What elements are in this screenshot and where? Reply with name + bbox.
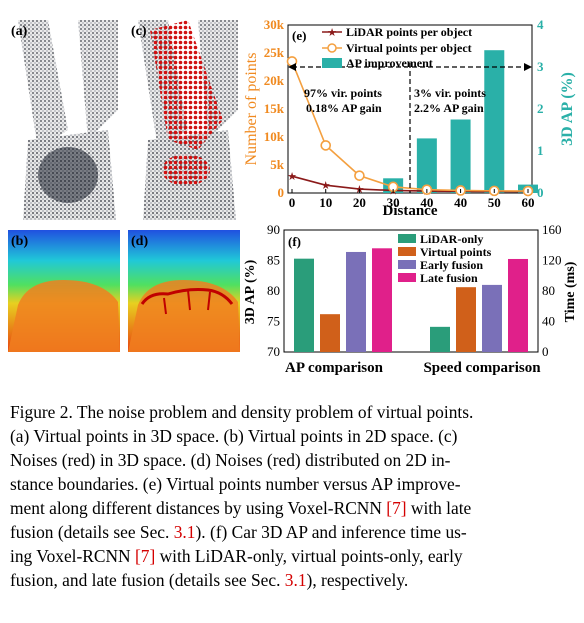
chart-f-bar-time xyxy=(508,258,528,352)
chart-f-bar-ap xyxy=(294,258,314,352)
caption-line: fusion, and late fusion (details see Sec… xyxy=(10,570,409,590)
panel-d-label: (d) xyxy=(131,234,149,249)
panel-b-image: (b) xyxy=(8,230,120,352)
chart-e-xtick: 0 xyxy=(289,195,296,210)
chart-f-ytick-right: 0 xyxy=(542,344,549,359)
caption-line: ing Voxel-RCNN [7] with LiDAR-only, virt… xyxy=(10,546,463,566)
chart-f-ytick-right: 160 xyxy=(542,222,562,237)
chart-e-series-line xyxy=(291,61,529,192)
figure-caption: Figure 2. The noise problem and density … xyxy=(10,400,575,592)
chart-f-legend-entry: Late fusion xyxy=(420,271,478,285)
citation-ref[interactable]: [7] xyxy=(134,546,156,566)
chart-f-ytick-right: 80 xyxy=(542,283,555,298)
panel-b-label: (b) xyxy=(11,234,29,249)
chart-f-ytick-left: 85 xyxy=(267,253,280,268)
section-ref[interactable]: 3.1 xyxy=(284,570,307,590)
chart-e-ytick-left: 5k xyxy=(270,157,285,172)
chart-f-ytick-right: 40 xyxy=(542,314,555,329)
chart-f-ytick-left: 80 xyxy=(267,283,280,298)
chart-e-ytick-left: 10k xyxy=(264,129,285,144)
chart-e-point: ★ xyxy=(287,170,297,183)
chart-e-xtick: 60 xyxy=(522,195,535,210)
caption-line: stance boundaries. (e) Virtual points nu… xyxy=(10,474,461,494)
chart-e-annot-left-2: 0.18% AP gain xyxy=(306,101,382,115)
caption-line: Figure 2. The noise problem and density … xyxy=(10,402,474,422)
chart-f-ytick-left: 70 xyxy=(267,344,280,359)
chart-e-ytick-left: 15k xyxy=(264,101,285,116)
chart-f-legend-entry: Early fusion xyxy=(420,258,483,272)
chart-f-ylabel-right: Time (ms) xyxy=(563,261,578,322)
chart-e-xtick: 40 xyxy=(454,195,467,210)
chart-e-xlabel: Distance xyxy=(383,203,438,219)
chart-e-annot-right-1: 3% vir. points xyxy=(414,86,486,100)
chart-e-xtick: 20 xyxy=(353,195,366,210)
chart-f-bar-ap xyxy=(346,251,366,352)
chart-e-bar xyxy=(416,138,437,193)
chart-e-ytick-left: 25k xyxy=(264,45,285,60)
chart-f-bar-time xyxy=(456,287,476,352)
chart-e-xtick: 40 xyxy=(420,195,433,210)
chart-e: ★★★★★★★★ 97% vir. points 0.18% AP gain 3… xyxy=(242,15,582,220)
section-ref[interactable]: 3.1 xyxy=(173,522,196,542)
chart-f-legend-entry: Virtual points xyxy=(420,245,492,259)
chart-e-legend-lidar: LiDAR points per object xyxy=(346,25,472,39)
chart-e-ytick-right: 3 xyxy=(537,59,544,74)
chart-f-bar-time xyxy=(430,326,450,352)
chart-f-ytick-left: 75 xyxy=(267,314,280,329)
chart-e-bar xyxy=(450,119,471,193)
chart-f-bar-ap xyxy=(372,248,392,352)
chart-e-ylabel-right: 3D AP (%) xyxy=(559,72,576,146)
chart-e-legend-virtual: Virtual points per object xyxy=(346,41,472,55)
panel-a-image: (a) xyxy=(8,20,120,220)
panel-c-image: (c) xyxy=(128,20,240,220)
chart-f-bar-time xyxy=(482,284,502,352)
chart-e-point xyxy=(354,170,365,181)
chart-e-annot-left-1: 97% vir. points xyxy=(304,86,382,100)
chart-f-bar-ap xyxy=(320,314,340,352)
panel-a-label: (a) xyxy=(11,24,28,39)
chart-e-annot-right-2: 2.2% AP gain xyxy=(414,101,484,115)
chart-f-ylabel-left: 3D AP (%) xyxy=(243,259,258,324)
panel-c-label: (c) xyxy=(131,24,147,39)
chart-e-legend-ap: AP improvement xyxy=(346,56,433,70)
chart-e-ytick-left: 30k xyxy=(264,17,285,32)
chart-e-point xyxy=(320,140,332,151)
chart-f-cat-ap: AP comparison xyxy=(285,360,384,376)
chart-e-xtick: 10 xyxy=(319,195,332,210)
chart-f-legend-entry: LiDAR-only xyxy=(420,232,483,246)
svg-text:★: ★ xyxy=(327,26,337,39)
chart-f-cat-speed: Speed comparison xyxy=(423,360,541,376)
caption-line: (a) Virtual points in 3D space. (b) Virt… xyxy=(10,426,458,446)
chart-e-point: ★ xyxy=(321,179,331,192)
chart-e-label: (e) xyxy=(292,28,306,43)
chart-e-xtick: 50 xyxy=(488,195,501,210)
citation-ref[interactable]: [7] xyxy=(386,498,407,518)
chart-f-plot-frame xyxy=(283,229,539,353)
chart-e-xtick: 30 xyxy=(387,195,400,210)
caption-line: ment along different distances by using … xyxy=(10,498,472,518)
chart-f-ytick-right: 120 xyxy=(542,253,562,268)
chart-e-bar xyxy=(484,50,505,194)
caption-line: fusion (details see Sec. 3.1). (f) Car 3… xyxy=(10,522,467,542)
chart-e-ytick-right: 1 xyxy=(537,143,544,158)
chart-e-ytick-left: 0 xyxy=(278,185,285,200)
chart-f-label: (f) xyxy=(288,234,301,249)
caption-line: Noises (red) in 3D space. (d) Noises (re… xyxy=(10,450,451,470)
chart-e-legend: ★ LiDAR points per object Virtual points… xyxy=(322,25,472,70)
chart-e-ytick-right: 4 xyxy=(537,17,544,32)
chart-f-ytick-left: 90 xyxy=(267,222,280,237)
chart-e-ylabel-left: Number of points xyxy=(243,53,260,166)
chart-e-ytick-right: 0 xyxy=(537,185,544,200)
chart-e-ytick-right: 2 xyxy=(537,101,544,116)
panel-d-image: (d) xyxy=(128,230,240,352)
chart-f: 70 75 80 85 90 0 40 80 120 160 (f) LiDAR-only Virt… xyxy=(242,222,582,382)
chart-e-ytick-left: 20k xyxy=(264,73,285,88)
